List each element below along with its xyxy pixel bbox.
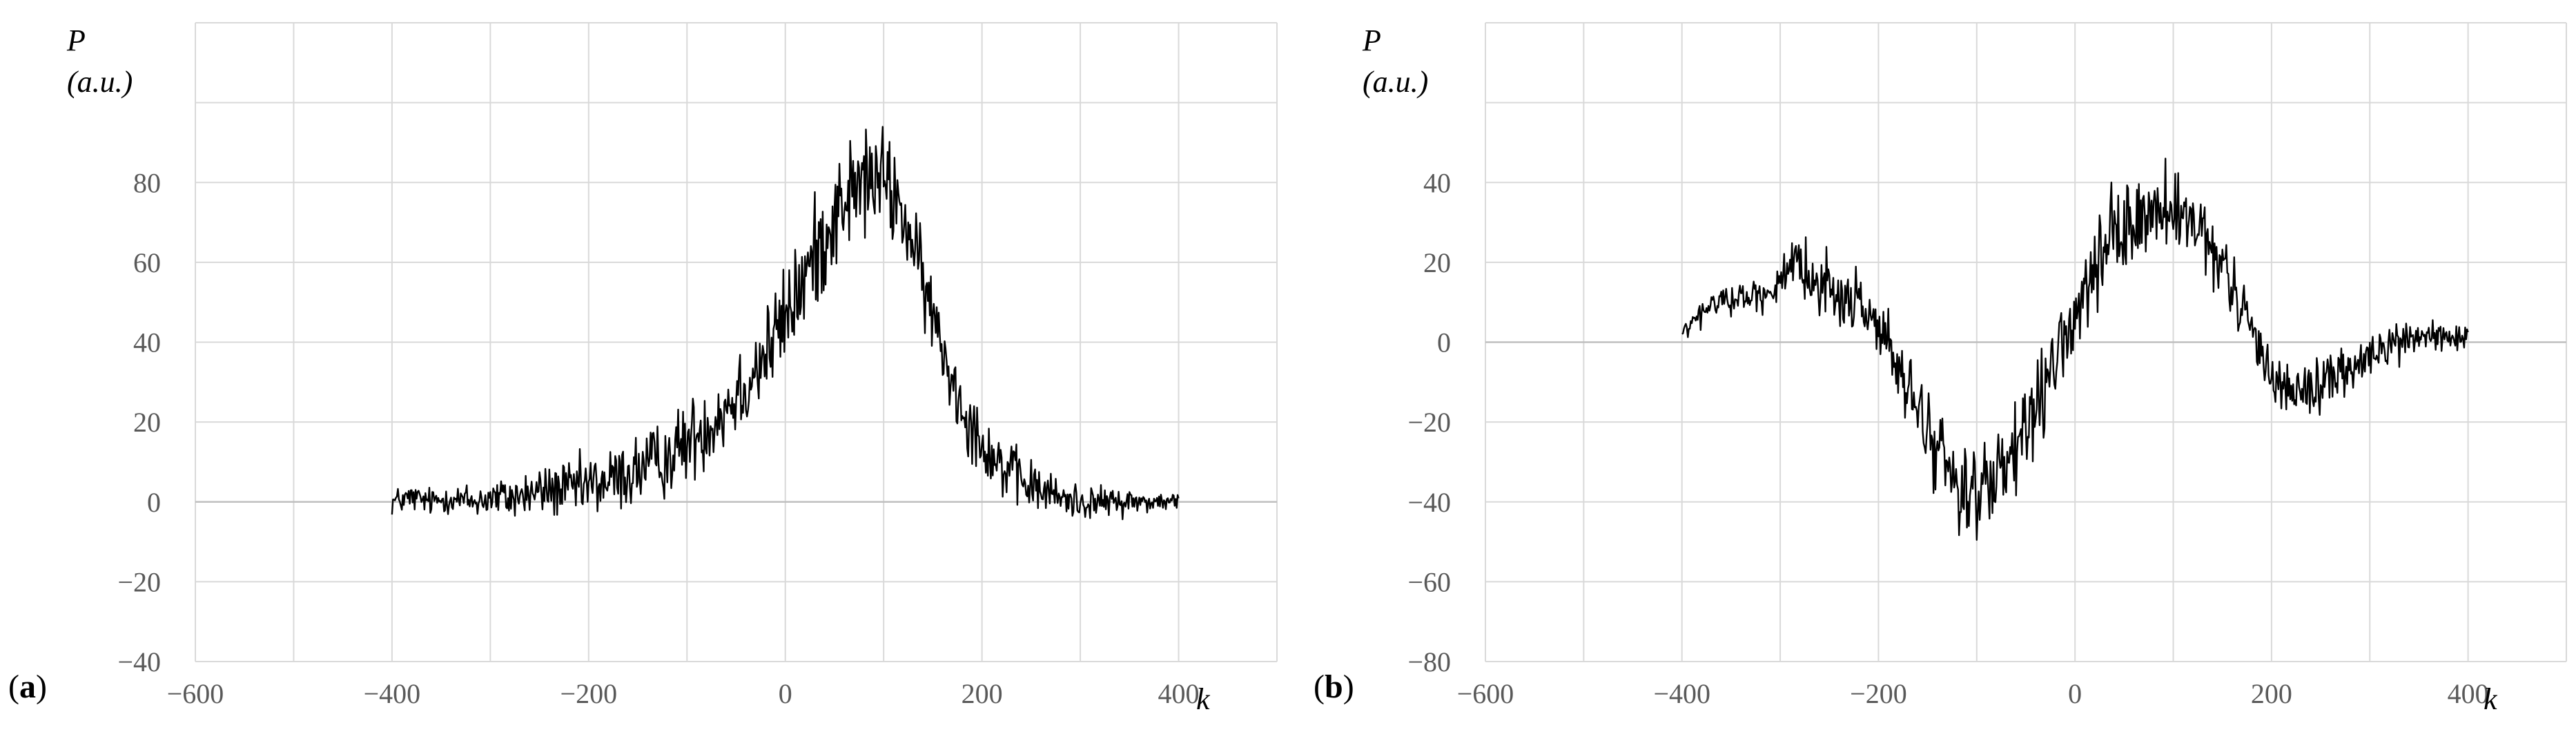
panel-b-grid bbox=[1485, 22, 2567, 662]
panel-a-y-tick-label: −40 bbox=[117, 646, 161, 677]
panel-a-y-tick-label: 80 bbox=[133, 167, 161, 198]
panel-a-x-tick-label: 0 bbox=[779, 678, 792, 709]
panel-a-series-line bbox=[391, 126, 1180, 521]
panel-b-x-tick-label: −200 bbox=[1850, 678, 1907, 709]
panel-b-y-axis-label: P bbox=[1362, 23, 1381, 57]
panel-a-y-axis-label: P bbox=[66, 23, 86, 57]
panel-b-x-tick-label: −400 bbox=[1653, 678, 1710, 709]
panel-b-series-line bbox=[1681, 157, 2469, 541]
panel-a-x-tick-label: 400 bbox=[1158, 678, 1200, 709]
panel-b-label: (b) bbox=[1314, 668, 1354, 705]
panel-b-y-tick-label: 0 bbox=[1437, 327, 1451, 358]
panel-b-x-axis-label: k bbox=[2484, 682, 2498, 716]
panel-b-y-tick-label: −60 bbox=[1407, 566, 1451, 597]
panel-a-x-axis-label: k bbox=[1196, 682, 1211, 716]
panel-a-x-tick-label: −600 bbox=[167, 678, 224, 709]
panel-a-x-tick-label: 200 bbox=[962, 678, 1003, 709]
panel-b-y-tick-label: −80 bbox=[1407, 646, 1451, 677]
panel-a-y-tick-label: 0 bbox=[147, 487, 161, 518]
panel-a-plot-area bbox=[391, 126, 1180, 521]
panel-b-x-tick-label: 400 bbox=[2448, 678, 2489, 709]
panel-a-y-tick-label: 20 bbox=[133, 407, 161, 438]
panel-b-y-axis-unit: (a.u.) bbox=[1363, 65, 1428, 99]
panel-a-x-tick-label: −200 bbox=[560, 678, 618, 709]
panel-b-x-tick-label: −600 bbox=[1457, 678, 1514, 709]
panel-a-x-tick-label: −400 bbox=[364, 678, 421, 709]
panel-b-y-tick-label: −40 bbox=[1407, 487, 1451, 518]
panel-a-y-tick-label: −20 bbox=[117, 566, 161, 597]
panel-b-y-tick-label: 20 bbox=[1423, 247, 1451, 278]
panel-b-x-tick-label: 200 bbox=[2251, 678, 2292, 709]
panel-a-y-tick-label: 60 bbox=[133, 247, 161, 278]
panel-a-label: (a) bbox=[8, 668, 47, 705]
panel-a-y-axis-unit: (a.u.) bbox=[67, 65, 133, 99]
panel-a-y-tick-label: 40 bbox=[133, 327, 161, 358]
panel-b-plot-area bbox=[1681, 157, 2469, 541]
panel-a-grid bbox=[195, 22, 1278, 662]
panel-b-x-tick-label: 0 bbox=[2068, 678, 2082, 709]
panel-b-y-tick-label: −20 bbox=[1407, 407, 1451, 438]
panel-b-y-tick-label: 40 bbox=[1423, 167, 1451, 198]
